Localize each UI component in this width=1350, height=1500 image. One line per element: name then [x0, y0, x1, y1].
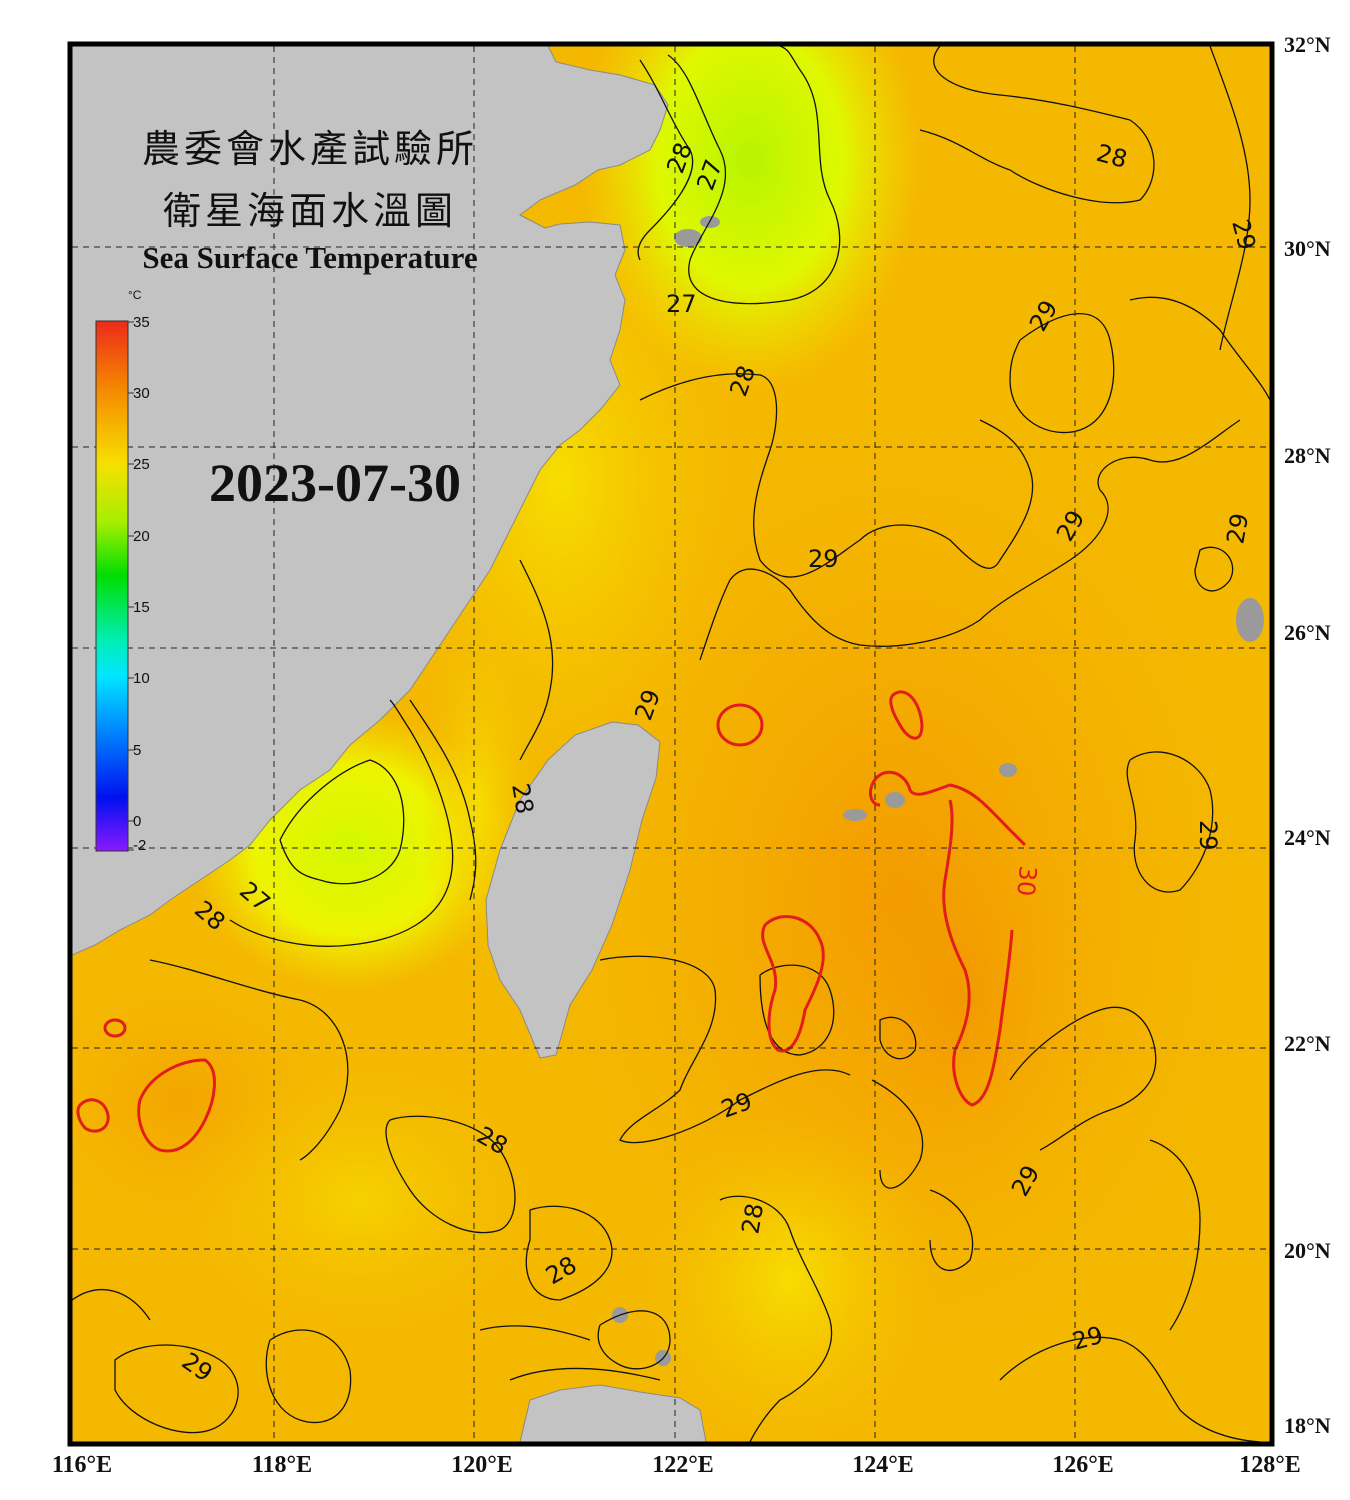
map-area: 28 27 28 29 27 29 28 29 29 29 29 28 30 2… — [72, 46, 1270, 1442]
lat-label: 28°N — [1284, 443, 1331, 468]
contours-black — [72, 46, 1270, 1442]
contour-label: 28 — [506, 781, 539, 816]
lon-label: 126°E — [1052, 1452, 1114, 1478]
contour-label: 28 — [736, 1201, 769, 1236]
colorbar-tick: -2 — [133, 837, 147, 854]
contours-30 — [76, 690, 1027, 1153]
taiwan-island — [485, 721, 661, 1059]
lat-label: 20°N — [1284, 1238, 1331, 1263]
colorbar-unit: °C — [128, 288, 142, 302]
mainland-china — [72, 46, 669, 956]
lon-label: 116°E — [51, 1452, 113, 1478]
title-agency: 農委會水產試驗所 — [141, 127, 478, 171]
lat-label: 30°N — [1284, 236, 1331, 261]
contour-label: 27 — [666, 290, 697, 318]
colorbar-tick: 15 — [133, 599, 150, 616]
lon-label: 128°E — [1239, 1452, 1301, 1478]
colorbar-tick: 25 — [133, 456, 150, 473]
map-frame — [67, 41, 1275, 1447]
colorbar-tick: 20 — [133, 528, 150, 545]
lat-label: 32°N — [1284, 32, 1331, 57]
colorbar-tick: 0 — [133, 813, 142, 830]
colorbar-tick: 5 — [133, 742, 142, 759]
contour-label: 29 — [1194, 820, 1222, 851]
cool-water-north — [580, 46, 920, 390]
lon-label: 120°E — [451, 1452, 513, 1478]
colorbar — [95, 320, 134, 852]
contour-label: 29 — [808, 545, 839, 573]
colorbar-tick: 30 — [133, 385, 150, 402]
lat-label: 26°N — [1284, 620, 1331, 645]
contour-label: 29 — [1221, 511, 1254, 546]
graticule — [72, 46, 1270, 1442]
islet — [843, 809, 867, 821]
colorbar-tick: 35 — [133, 314, 150, 331]
title-product: 衛星海面水溫圖 — [162, 189, 457, 233]
okinawa-islands — [1236, 598, 1264, 642]
lat-label: 18°N — [1284, 1413, 1331, 1438]
lat-label: 22°N — [1284, 1031, 1331, 1056]
title-english: Sea Surface Temperature — [142, 240, 478, 275]
lat-label: 24°N — [1284, 825, 1331, 850]
lon-label: 124°E — [852, 1452, 914, 1478]
luzon-island — [519, 1384, 707, 1442]
islet — [999, 763, 1017, 777]
islet — [885, 792, 905, 808]
contour-label-30: 30 — [1011, 864, 1042, 897]
lon-label: 118°E — [251, 1452, 313, 1478]
colorbar-tick: 10 — [133, 670, 150, 687]
map-date: 2023-07-30 — [209, 453, 461, 513]
lon-label: 122°E — [652, 1452, 714, 1478]
zhoushan-islands — [674, 229, 702, 247]
